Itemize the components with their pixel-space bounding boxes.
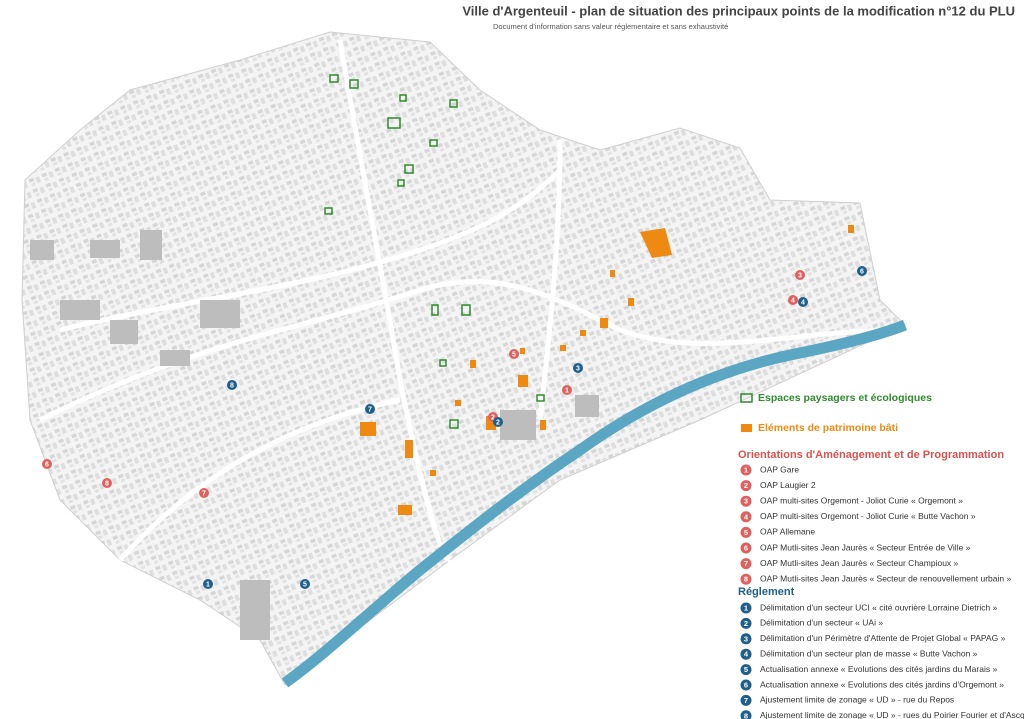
map-marker-number: 8: [230, 382, 234, 389]
legend-item: OAP Laugier 2: [760, 480, 816, 490]
map-marker-number: 2: [491, 414, 495, 421]
map-marker-number: 3: [576, 365, 580, 372]
legend-swatch: [741, 424, 752, 432]
legend-label: Eléments de patrimoine bâti: [758, 422, 898, 434]
legend-badge: [740, 573, 752, 585]
legend-item: OAP multi-sites Orgemont - Joliot Curie …: [760, 511, 976, 521]
legend-item: OAP Mutli-sites Jean Jaurès « Secteur En…: [760, 542, 971, 552]
legend-badge: [740, 495, 752, 507]
legend-badge-number: 3: [744, 634, 748, 643]
building-blocks: [30, 230, 599, 640]
legend-badge: [740, 694, 752, 706]
map-marker: [102, 478, 112, 488]
legend-swatch: [740, 393, 753, 403]
map-title: Ville d'Argenteuil - plan de situation d…: [462, 3, 1015, 18]
legend-badge-number: 8: [744, 711, 748, 719]
river: [281, 319, 908, 688]
map-marker: [788, 295, 798, 305]
map-marker-number: 4: [791, 297, 795, 304]
legend-badge-number: 1: [744, 465, 748, 474]
legend-heading: Orientations d'Aménagement et de Program…: [738, 449, 1004, 461]
map-marker-number: 3: [798, 272, 802, 279]
legend-item: Actualisation annexe « Evolutions des ci…: [760, 664, 997, 674]
legend-badge-number: 3: [744, 497, 748, 506]
map-marker: [227, 380, 237, 390]
legend-badge: [740, 511, 752, 523]
legend-badge: [740, 526, 752, 538]
map-marker: [857, 266, 867, 276]
legend-badge: [740, 633, 752, 645]
map-marker-number: 4: [801, 299, 805, 306]
map-marker: [573, 363, 583, 373]
map-marker-number: 8: [105, 480, 109, 487]
legend-item: Ajustement limite de zonage « UD » - rue…: [760, 710, 1024, 719]
map-marker-number: 5: [512, 351, 516, 358]
commune-area: [21, 31, 906, 686]
legend-badge: [740, 648, 752, 660]
map-marker: [798, 297, 808, 307]
legend-item: Délimitation d'un secteur « UAi »: [760, 618, 883, 628]
legend-badge: [740, 480, 752, 492]
legend-badge-number: 2: [744, 481, 748, 490]
built-heritage: [360, 225, 854, 515]
legend-item: Ajustement limite de zonage « UD » - rue…: [760, 695, 954, 705]
legend-badge-number: 8: [744, 575, 748, 584]
legend-badge: [740, 710, 752, 719]
legend-heading: Réglement: [738, 586, 795, 598]
legend-badge: [740, 464, 752, 476]
legend-item: Délimitation d'un secteur UCI « cité ouv…: [760, 602, 998, 612]
map-marker: [493, 417, 503, 427]
map-subtitle: Document d'information sans valeur régle…: [493, 22, 728, 31]
map-marker-number: 6: [860, 268, 864, 275]
legend-badge-number: 7: [744, 696, 748, 705]
map-marker: [795, 270, 805, 280]
map-marker-number: 5: [303, 581, 307, 588]
map-marker-number: 1: [206, 581, 210, 588]
landscape-spaces: [324, 74, 545, 429]
map-marker: [509, 349, 519, 359]
legend-badge-number: 4: [744, 512, 749, 521]
legend-badge-number: 6: [744, 543, 748, 552]
legend-item: OAP Gare: [760, 464, 799, 474]
legend-badge-number: 5: [744, 665, 748, 674]
roads: [38, 39, 901, 563]
legend-badge-number: 4: [744, 650, 749, 659]
map-marker-number: 1: [565, 387, 569, 394]
legend-item: Actualisation annexe « Evolutions des ci…: [760, 679, 1004, 689]
legend-badge-number: 2: [744, 619, 748, 628]
legend-badge: [740, 679, 752, 691]
map-marker: [300, 579, 310, 589]
map-marker-number: 7: [202, 490, 206, 497]
legend-badge: [740, 542, 752, 554]
map-marker: [42, 459, 52, 469]
map-marker-number: 7: [368, 406, 372, 413]
map-marker: [365, 404, 375, 414]
legend-item: OAP Mutli-sites Jean Jaurès « Secteur de…: [760, 573, 1011, 583]
legend-badge: [740, 602, 752, 614]
legend-badge: [740, 664, 752, 676]
legend-badge-number: 1: [744, 603, 748, 612]
map-marker-number: 6: [45, 461, 49, 468]
legend-item: OAP Mutli-sites Jean Jaurès « Secteur Ch…: [760, 558, 959, 568]
map-marker: [562, 385, 572, 395]
legend: Espaces paysagers et écologiques Elément…: [738, 392, 1024, 719]
legend-badge: [740, 617, 752, 629]
legend-badge-number: 5: [744, 528, 748, 537]
map-markers: 1 2 3 4 5 6 7 8 1 2 3 4 5 6 7 8: [42, 266, 867, 589]
map-marker-number: 2: [496, 419, 500, 426]
legend-item: Délimitation d'un Périmètre d'Attente de…: [760, 633, 1006, 643]
legend-label: Espaces paysagers et écologiques: [758, 392, 932, 404]
legend-badge-number: 7: [744, 559, 748, 568]
legend-badge: [740, 558, 752, 570]
legend-item: OAP Allemane: [760, 527, 815, 537]
legend-badge-number: 6: [744, 680, 748, 689]
legend-item: OAP multi-sites Orgemont - Joliot Curie …: [760, 495, 963, 505]
legend-item: Délimitation d'un secteur plan de masse …: [760, 648, 978, 658]
map-marker: [203, 579, 213, 589]
map-marker: [199, 488, 209, 498]
